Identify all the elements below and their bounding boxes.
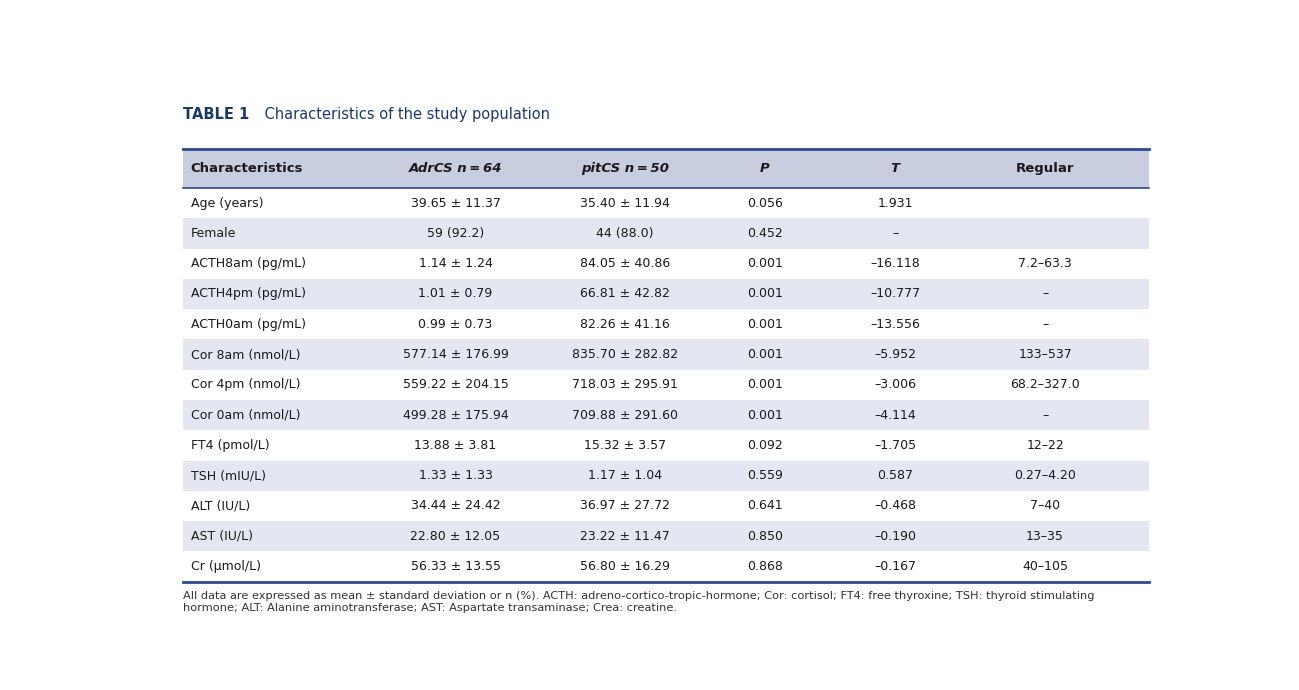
Text: 0.056: 0.056 <box>747 197 783 210</box>
Text: Regular: Regular <box>1016 162 1074 175</box>
Bar <box>182 431 1150 460</box>
Text: ACTH4pm (pg/mL): ACTH4pm (pg/mL) <box>191 288 305 300</box>
Text: Cor 8am (nmol/L): Cor 8am (nmol/L) <box>191 348 300 361</box>
Bar <box>182 370 1150 400</box>
Text: 1.14 ± 1.24: 1.14 ± 1.24 <box>418 257 492 270</box>
Text: FT4 (pmol/L): FT4 (pmol/L) <box>191 439 269 452</box>
Text: ALT (IU/L): ALT (IU/L) <box>191 500 249 513</box>
Bar <box>182 521 1150 551</box>
Bar <box>182 460 1150 491</box>
Text: 133–537: 133–537 <box>1018 348 1072 361</box>
Text: ACTH8am (pg/mL): ACTH8am (pg/mL) <box>191 257 305 270</box>
Text: 13.88 ± 3.81: 13.88 ± 3.81 <box>414 439 496 452</box>
Text: 35.40 ± 11.94: 35.40 ± 11.94 <box>579 197 669 210</box>
Text: –13.556: –13.556 <box>870 318 920 331</box>
Bar <box>182 309 1150 339</box>
Text: –3.006: –3.006 <box>874 378 916 391</box>
Text: –: – <box>892 227 899 240</box>
Text: Female: Female <box>191 227 236 240</box>
Text: –: – <box>1042 318 1048 331</box>
Text: 36.97 ± 27.72: 36.97 ± 27.72 <box>579 500 670 513</box>
Text: –5.952: –5.952 <box>874 348 916 361</box>
Text: P: P <box>760 162 770 175</box>
Text: Cor 4pm (nmol/L): Cor 4pm (nmol/L) <box>191 378 300 391</box>
Text: –10.777: –10.777 <box>870 288 920 300</box>
Text: 13–35: 13–35 <box>1026 530 1064 543</box>
Text: 559.22 ± 204.15: 559.22 ± 204.15 <box>403 378 508 391</box>
Text: –0.468: –0.468 <box>874 500 916 513</box>
Text: 56.80 ± 16.29: 56.80 ± 16.29 <box>579 560 670 573</box>
Text: AST (IU/L): AST (IU/L) <box>191 530 252 543</box>
Text: 34.44 ± 24.42: 34.44 ± 24.42 <box>410 500 500 513</box>
Text: 84.05 ± 40.86: 84.05 ± 40.86 <box>579 257 670 270</box>
Bar <box>182 400 1150 431</box>
Text: 44 (88.0): 44 (88.0) <box>596 227 653 240</box>
Text: –0.190: –0.190 <box>874 530 916 543</box>
Bar <box>182 279 1150 309</box>
Text: AdrCS n = 64: AdrCS n = 64 <box>409 162 503 175</box>
Text: 0.001: 0.001 <box>747 288 783 300</box>
Text: 59 (92.2): 59 (92.2) <box>427 227 485 240</box>
Text: TSH (mIU/L): TSH (mIU/L) <box>191 469 265 482</box>
Bar <box>182 248 1150 279</box>
Text: 0.001: 0.001 <box>747 408 783 422</box>
Text: 12–22: 12–22 <box>1026 439 1064 452</box>
Text: –: – <box>1042 408 1048 422</box>
Text: 7–40: 7–40 <box>1030 500 1060 513</box>
Text: 7.2–63.3: 7.2–63.3 <box>1018 257 1072 270</box>
Text: Cr (μmol/L): Cr (μmol/L) <box>191 560 261 573</box>
Text: 0.092: 0.092 <box>747 439 783 452</box>
Text: pitCS n = 50: pitCS n = 50 <box>581 162 669 175</box>
Bar <box>182 491 1150 521</box>
Text: –1.705: –1.705 <box>874 439 916 452</box>
Text: –0.167: –0.167 <box>874 560 916 573</box>
Text: 0.001: 0.001 <box>747 257 783 270</box>
Text: 1.01 ± 0.79: 1.01 ± 0.79 <box>418 288 492 300</box>
Text: –16.118: –16.118 <box>870 257 920 270</box>
Text: 709.88 ± 291.60: 709.88 ± 291.60 <box>572 408 678 422</box>
Text: T: T <box>891 162 900 175</box>
Text: 39.65 ± 11.37: 39.65 ± 11.37 <box>410 197 500 210</box>
Text: –: – <box>1042 288 1048 300</box>
Text: 499.28 ± 175.94: 499.28 ± 175.94 <box>403 408 508 422</box>
Text: Cor 0am (nmol/L): Cor 0am (nmol/L) <box>191 408 300 422</box>
Text: 718.03 ± 295.91: 718.03 ± 295.91 <box>572 378 678 391</box>
Bar <box>182 149 1150 188</box>
Text: 82.26 ± 41.16: 82.26 ± 41.16 <box>579 318 669 331</box>
Bar <box>182 551 1150 582</box>
Text: 1.17 ± 1.04: 1.17 ± 1.04 <box>587 469 661 482</box>
Text: 0.452: 0.452 <box>747 227 783 240</box>
Text: 56.33 ± 13.55: 56.33 ± 13.55 <box>410 560 500 573</box>
Text: 577.14 ± 176.99: 577.14 ± 176.99 <box>403 348 508 361</box>
Text: 0.641: 0.641 <box>747 500 782 513</box>
Text: 68.2–327.0: 68.2–327.0 <box>1011 378 1079 391</box>
Text: 0.99 ± 0.73: 0.99 ± 0.73 <box>418 318 492 331</box>
Text: Characteristics: Characteristics <box>191 162 303 175</box>
Text: 40–105: 40–105 <box>1022 560 1068 573</box>
Text: All data are expressed as mean ± standard deviation or n (%). ACTH: adreno-corti: All data are expressed as mean ± standar… <box>182 591 1094 613</box>
Text: Age (years): Age (years) <box>191 197 264 210</box>
Text: 0.587: 0.587 <box>877 469 913 482</box>
Bar <box>182 218 1150 248</box>
Text: 22.80 ± 12.05: 22.80 ± 12.05 <box>410 530 500 543</box>
Text: 15.32 ± 3.57: 15.32 ± 3.57 <box>583 439 665 452</box>
Text: 0.868: 0.868 <box>747 560 783 573</box>
Text: ACTH0am (pg/mL): ACTH0am (pg/mL) <box>191 318 305 331</box>
Text: TABLE 1: TABLE 1 <box>182 107 249 121</box>
Text: 0.27–4.20: 0.27–4.20 <box>1015 469 1076 482</box>
Text: 1.931: 1.931 <box>878 197 913 210</box>
Text: 0.001: 0.001 <box>747 318 783 331</box>
Text: 23.22 ± 11.47: 23.22 ± 11.47 <box>579 530 669 543</box>
Bar <box>182 339 1150 370</box>
Text: 0.001: 0.001 <box>747 378 783 391</box>
Text: 1.33 ± 1.33: 1.33 ± 1.33 <box>418 469 492 482</box>
Text: Characteristics of the study population: Characteristics of the study population <box>246 107 549 121</box>
Bar <box>182 188 1150 218</box>
Text: 66.81 ± 42.82: 66.81 ± 42.82 <box>579 288 669 300</box>
Text: 835.70 ± 282.82: 835.70 ± 282.82 <box>572 348 678 361</box>
Text: –4.114: –4.114 <box>874 408 916 422</box>
Text: 0.559: 0.559 <box>747 469 783 482</box>
Text: 0.850: 0.850 <box>747 530 783 543</box>
Text: 0.001: 0.001 <box>747 348 783 361</box>
